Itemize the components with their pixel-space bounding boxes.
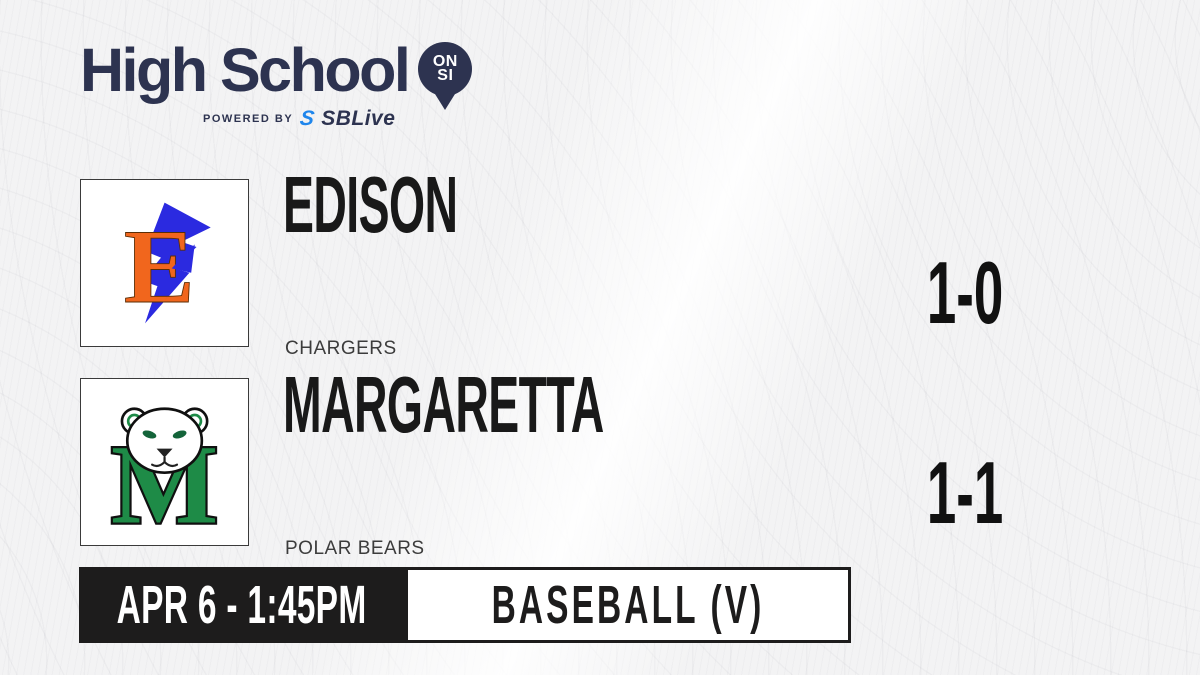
- margaretta-polar-bear-m-icon: M: [108, 407, 220, 537]
- edison-lightning-e-icon: E: [123, 202, 211, 326]
- powered-by: POWERED BY S SBLive: [203, 107, 396, 130]
- game-sport-box: BASEBALL (V): [405, 567, 852, 643]
- game-datetime: APR 6 - 1:45PM: [117, 575, 367, 635]
- team-name-margaretta: MARGARETTA: [283, 360, 604, 449]
- game-sport: BASEBALL (V): [491, 575, 765, 635]
- team-record-margaretta: 1-1: [926, 443, 1003, 542]
- sblive-icon: S: [298, 107, 316, 130]
- team-record-edison: 1-0: [926, 243, 1003, 342]
- brand-title: High School: [80, 36, 411, 104]
- team-logo-edison: E: [80, 179, 249, 347]
- sblive-wordmark: SBLive: [321, 107, 396, 130]
- pin-text-si: SI: [437, 67, 454, 84]
- team-logo-margaretta: M: [80, 378, 249, 546]
- pin-text-on: ON: [432, 52, 458, 70]
- on-si-pin-icon: ON SI: [418, 42, 473, 96]
- powered-by-label: POWERED BY: [203, 112, 294, 125]
- team-name-edison: EDISON: [283, 160, 458, 249]
- team-mascot-margaretta: POLAR BEARS: [285, 538, 425, 559]
- team-mascot-edison: CHARGERS: [285, 338, 397, 359]
- game-info-bar: APR 6 - 1:45PM BASEBALL (V): [79, 567, 852, 643]
- game-datetime-box: APR 6 - 1:45PM: [79, 567, 405, 643]
- brand-logo: High School ON SI: [80, 36, 473, 104]
